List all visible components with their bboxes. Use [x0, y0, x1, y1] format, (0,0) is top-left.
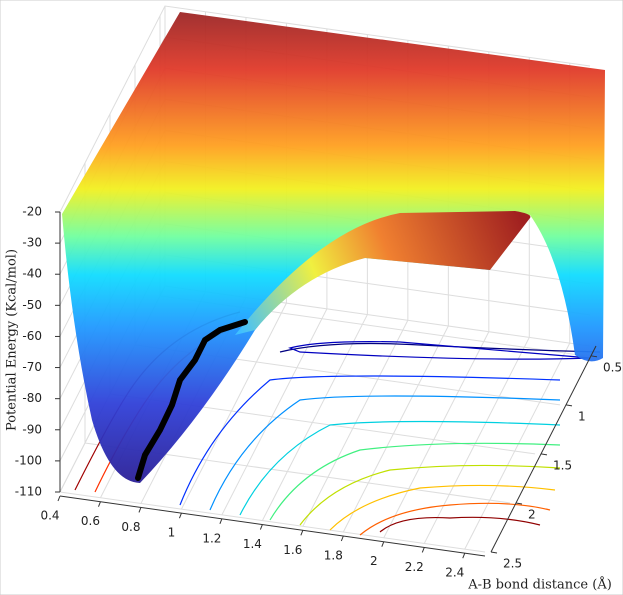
axes-group: 0.4 0.6 0.8 1 1.2 1.4 1.6 1.8 2 2.2 2.4 0.5 1 1.5 2 2.5… — [15, 205, 622, 580]
x-tick — [340, 535, 344, 542]
x-tick — [57, 495, 61, 502]
x-tick — [219, 518, 223, 525]
x-grid-line — [383, 331, 490, 538]
x-tick — [300, 530, 304, 536]
x-grid-line — [261, 314, 368, 521]
x-tick-label: 1.8 — [324, 549, 343, 563]
x-tick-label: 2 — [370, 554, 378, 568]
ridge-surface — [235, 211, 531, 335]
y-tick-label: 1.5 — [553, 458, 572, 472]
x-grid-line — [423, 337, 530, 544]
z-tick-label: -80 — [22, 391, 42, 405]
x-tick-label: 2.2 — [405, 560, 424, 574]
z-tick-label: -90 — [22, 422, 42, 436]
y-tick-label: 2 — [528, 507, 536, 521]
y-tick-label: 0.5 — [603, 360, 622, 374]
y-grid-line — [59, 491, 486, 553]
y-tick — [490, 551, 498, 554]
y-axis — [490, 345, 597, 553]
y-tick — [565, 404, 573, 407]
x-tick-label: 1.2 — [202, 531, 221, 545]
z-axis-label: Potential Energy (Kcal/mol) — [5, 249, 20, 431]
z-tick-label: -30 — [22, 236, 42, 250]
z-tick-label: -100 — [15, 453, 42, 467]
x-grid-line — [464, 342, 571, 550]
x-tick-label: 0.4 — [40, 509, 59, 523]
x-tick — [138, 507, 142, 513]
y-tick-label: 2.5 — [503, 557, 522, 571]
x-tick — [259, 524, 263, 530]
x-tick — [98, 501, 101, 507]
x-tick — [462, 552, 466, 559]
z-tick-label: -60 — [22, 329, 42, 343]
z-tick-label: -40 — [22, 267, 42, 281]
x-tick-label: 1.6 — [283, 543, 302, 557]
z-tick-label: -70 — [22, 360, 42, 374]
y-tick — [540, 453, 548, 456]
x-tick-label: 0.8 — [121, 520, 140, 534]
y-axis-label: A-B bond distance (Å) — [467, 577, 612, 593]
z-tick-label: -20 — [22, 205, 42, 219]
x-tick-label: 1.4 — [243, 537, 262, 551]
z-tick-label: -50 — [22, 298, 42, 312]
y-tick — [590, 355, 598, 358]
x-grid-line — [342, 325, 449, 533]
x-tick — [421, 547, 425, 553]
trajectory — [135, 319, 248, 481]
x-grid-line — [180, 302, 287, 510]
z-grid-line — [59, 5, 591, 213]
z-tick-label: -110 — [15, 485, 42, 499]
x-tick-label: 2.4 — [445, 566, 464, 580]
y-tick-label: 1 — [578, 409, 586, 423]
x-tick-label: 0.6 — [81, 514, 100, 528]
x-grid-line — [221, 308, 328, 516]
x-tick — [381, 541, 385, 547]
x-tick — [178, 512, 182, 519]
x-tick-label: 1 — [168, 526, 176, 540]
x-axis — [59, 495, 486, 557]
y-tick — [515, 502, 523, 505]
